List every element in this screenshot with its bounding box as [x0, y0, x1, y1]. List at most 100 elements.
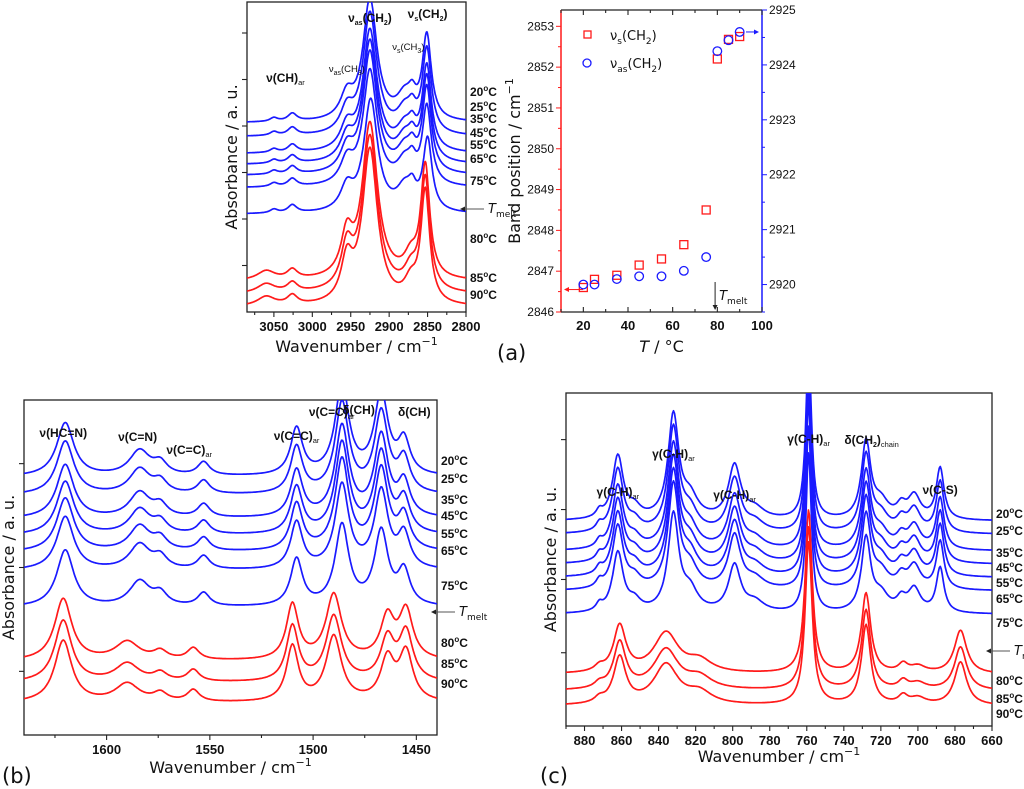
- a_spectra-panel: 3050 3000 2950 2900 2850 2800 Wavenumber / cm−…: [222, 1, 526, 365]
- right-y-tick-label: 2921: [769, 223, 796, 237]
- spectrum-line-80C: [24, 591, 437, 660]
- temperature-label: 65oC: [470, 151, 497, 166]
- spectrum-line-80C: [247, 120, 466, 279]
- x-tick-label: 1450: [402, 742, 431, 757]
- spectrum-line-25C: [247, 10, 466, 137]
- temperature-label: 65oC: [441, 543, 468, 558]
- left-y-tick-label: 2849: [527, 183, 554, 197]
- spectrum-line-90C: [24, 633, 437, 702]
- x-axis-label: Wavenumber / cm−1: [698, 745, 861, 766]
- x-tick-label: 780: [759, 733, 781, 748]
- melt-arrow-head: [431, 609, 436, 615]
- peak-label: ν(C=C)ar: [274, 429, 320, 445]
- data-point-vas-ch2: [611, 274, 622, 285]
- spectrum-line-65C: [24, 481, 437, 569]
- spectrum-line-35C: [247, 27, 466, 154]
- x-tick-label: 720: [870, 733, 892, 748]
- peak-label: νas(CH3): [329, 64, 365, 77]
- peak-label: ν(HC=N): [39, 426, 87, 440]
- peak-label: νas(CH2): [348, 11, 392, 27]
- spectrum-line-20C: [566, 393, 992, 521]
- peak-label: δ(CH): [342, 403, 375, 417]
- right-y-tick-label: 2924: [769, 58, 796, 72]
- spectrum-line-75C: [566, 451, 992, 615]
- data-point-vs-ch2: [578, 282, 588, 293]
- x-tick-label: 2850: [413, 319, 442, 334]
- legend-label-vas: νas(CH2): [610, 57, 662, 75]
- right-y-tick-label: 2923: [769, 113, 796, 127]
- data-point-vas-ch2: [634, 271, 645, 282]
- spectrum-line-90C: [247, 146, 466, 305]
- x-tick-label: 40: [621, 318, 635, 333]
- peak-label: δ(CH2)chain: [844, 433, 898, 449]
- temperature-label: 45oC: [470, 125, 497, 140]
- x-axis-label: T / °C: [639, 337, 684, 356]
- spectrum-line-25C: [566, 393, 992, 535]
- x-tick-label: 760: [796, 733, 818, 748]
- temperature-label: 25oC: [996, 523, 1023, 538]
- left-y-tick-label: 2852: [527, 60, 554, 74]
- peak-label: νs(CH2): [408, 7, 448, 23]
- temperature-label: 80oC: [996, 673, 1023, 688]
- spectrum-line-75C: [247, 97, 466, 215]
- spectrum-line-55C: [566, 401, 992, 578]
- temperature-label: 20oC: [996, 506, 1023, 521]
- x-tick-label: 2900: [375, 319, 404, 334]
- spectrum-line-75C: [24, 521, 437, 606]
- spectrum-line-55C: [24, 456, 437, 551]
- data-point-vas-ch2: [701, 252, 712, 263]
- legend-marker-circle: [582, 58, 592, 68]
- x-tick-label: 660: [981, 733, 1003, 748]
- spectrum-line-90C: [566, 540, 992, 705]
- peak-label: δ(CH): [398, 405, 431, 419]
- temperature-label: 55oC: [441, 526, 468, 541]
- left-y-tick-label: 2850: [527, 142, 554, 156]
- data-point-vas-ch2: [734, 27, 745, 37]
- temperature-label: 85oC: [441, 656, 468, 671]
- legend-label-vs: νs(CH2): [610, 29, 657, 47]
- x-tick-label: 3000: [298, 319, 327, 334]
- melt-arrow-head: [986, 648, 991, 654]
- temperature-label: 35oC: [996, 545, 1023, 560]
- data-point-vas-ch2: [578, 279, 589, 290]
- x-tick-label: 2950: [336, 319, 365, 334]
- x-tick-label: 700: [907, 733, 929, 748]
- peak-label: ν(C=C)ar: [166, 443, 212, 459]
- x-tick-label: 3050: [259, 319, 288, 334]
- y-axis-label: Absorbance / a. u.: [0, 495, 18, 640]
- y-axis-label: Band position / cm−1: [503, 78, 524, 244]
- x-axis-label: Wavenumber / cm−1: [275, 335, 438, 356]
- temperature-label: 75oC: [470, 173, 497, 188]
- peak-label: νs(CH3): [392, 42, 424, 55]
- peak-label: γ(C-H)ar: [652, 447, 695, 463]
- temperature-label: 75oC: [441, 578, 468, 593]
- data-point-vas-ch2: [656, 271, 667, 282]
- b_spectra-panel: 1600 1550 1500 1450 Wavenumber / cm−1 Absorba…: [0, 399, 488, 788]
- right-axis-arrow-head: [754, 29, 759, 35]
- spectrum-line-20C: [24, 400, 437, 476]
- peak-label: ν(CH)ar: [266, 71, 305, 87]
- left-y-tick-label: 2853: [527, 19, 554, 33]
- temperature-label: 45oC: [441, 508, 468, 523]
- temperature-label: 80oC: [441, 635, 468, 650]
- spectrum-line-55C: [247, 49, 466, 176]
- melt-label: Tmelt: [1014, 644, 1024, 662]
- x-tick-label: 20: [576, 318, 590, 333]
- data-point-vs-ch2: [712, 54, 722, 64]
- x-tick-label: 1600: [92, 742, 121, 757]
- spectrum-line-35C: [24, 422, 437, 517]
- peak-label: γ(C-H)ar: [787, 432, 830, 448]
- peak-label: ν(C=N): [118, 430, 157, 444]
- data-point-vs-ch2: [612, 270, 622, 280]
- y-axis-label: Absorbance / a. u.: [222, 84, 241, 229]
- x-tick-label: 860: [611, 733, 633, 748]
- x-tick-label: 680: [944, 733, 966, 748]
- left-y-tick-label: 2848: [527, 223, 554, 237]
- x-tick-label: 740: [833, 733, 855, 748]
- panel-label: (c): [540, 764, 568, 788]
- y-axis-label: Absorbance / a. u.: [541, 487, 560, 632]
- temperature-label: 75oC: [996, 615, 1023, 630]
- x-tick-label: 100: [751, 318, 773, 333]
- melt-label: Tmelt: [459, 605, 488, 623]
